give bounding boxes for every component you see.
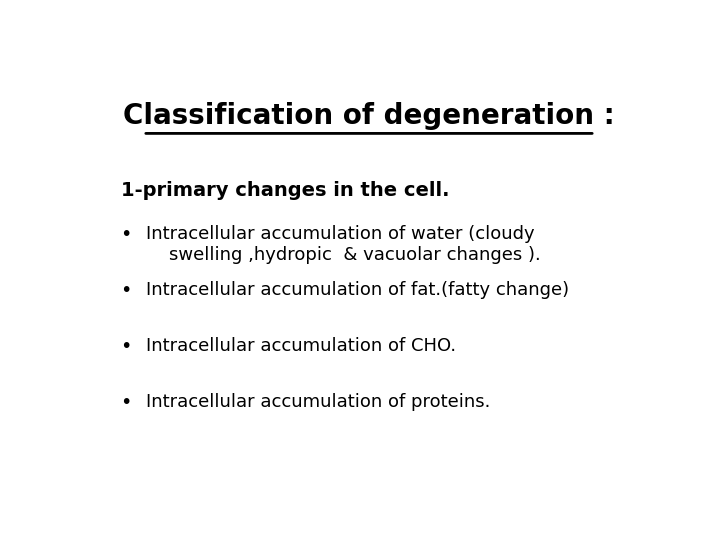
Text: •: •: [120, 393, 132, 412]
Text: 1-primary changes in the cell.: 1-primary changes in the cell.: [121, 181, 449, 200]
Text: Classification of degeneration :: Classification of degeneration :: [123, 102, 615, 130]
Text: Intracellular accumulation of CHO.: Intracellular accumulation of CHO.: [145, 337, 456, 355]
Text: •: •: [120, 225, 132, 244]
Text: •: •: [120, 337, 132, 356]
Text: •: •: [120, 281, 132, 300]
Text: Intracellular accumulation of fat.(fatty change): Intracellular accumulation of fat.(fatty…: [145, 281, 569, 299]
Text: Intracellular accumulation of proteins.: Intracellular accumulation of proteins.: [145, 393, 490, 411]
Text: Intracellular accumulation of water (cloudy
    swelling ,hydropic  & vacuolar c: Intracellular accumulation of water (clo…: [145, 225, 541, 264]
